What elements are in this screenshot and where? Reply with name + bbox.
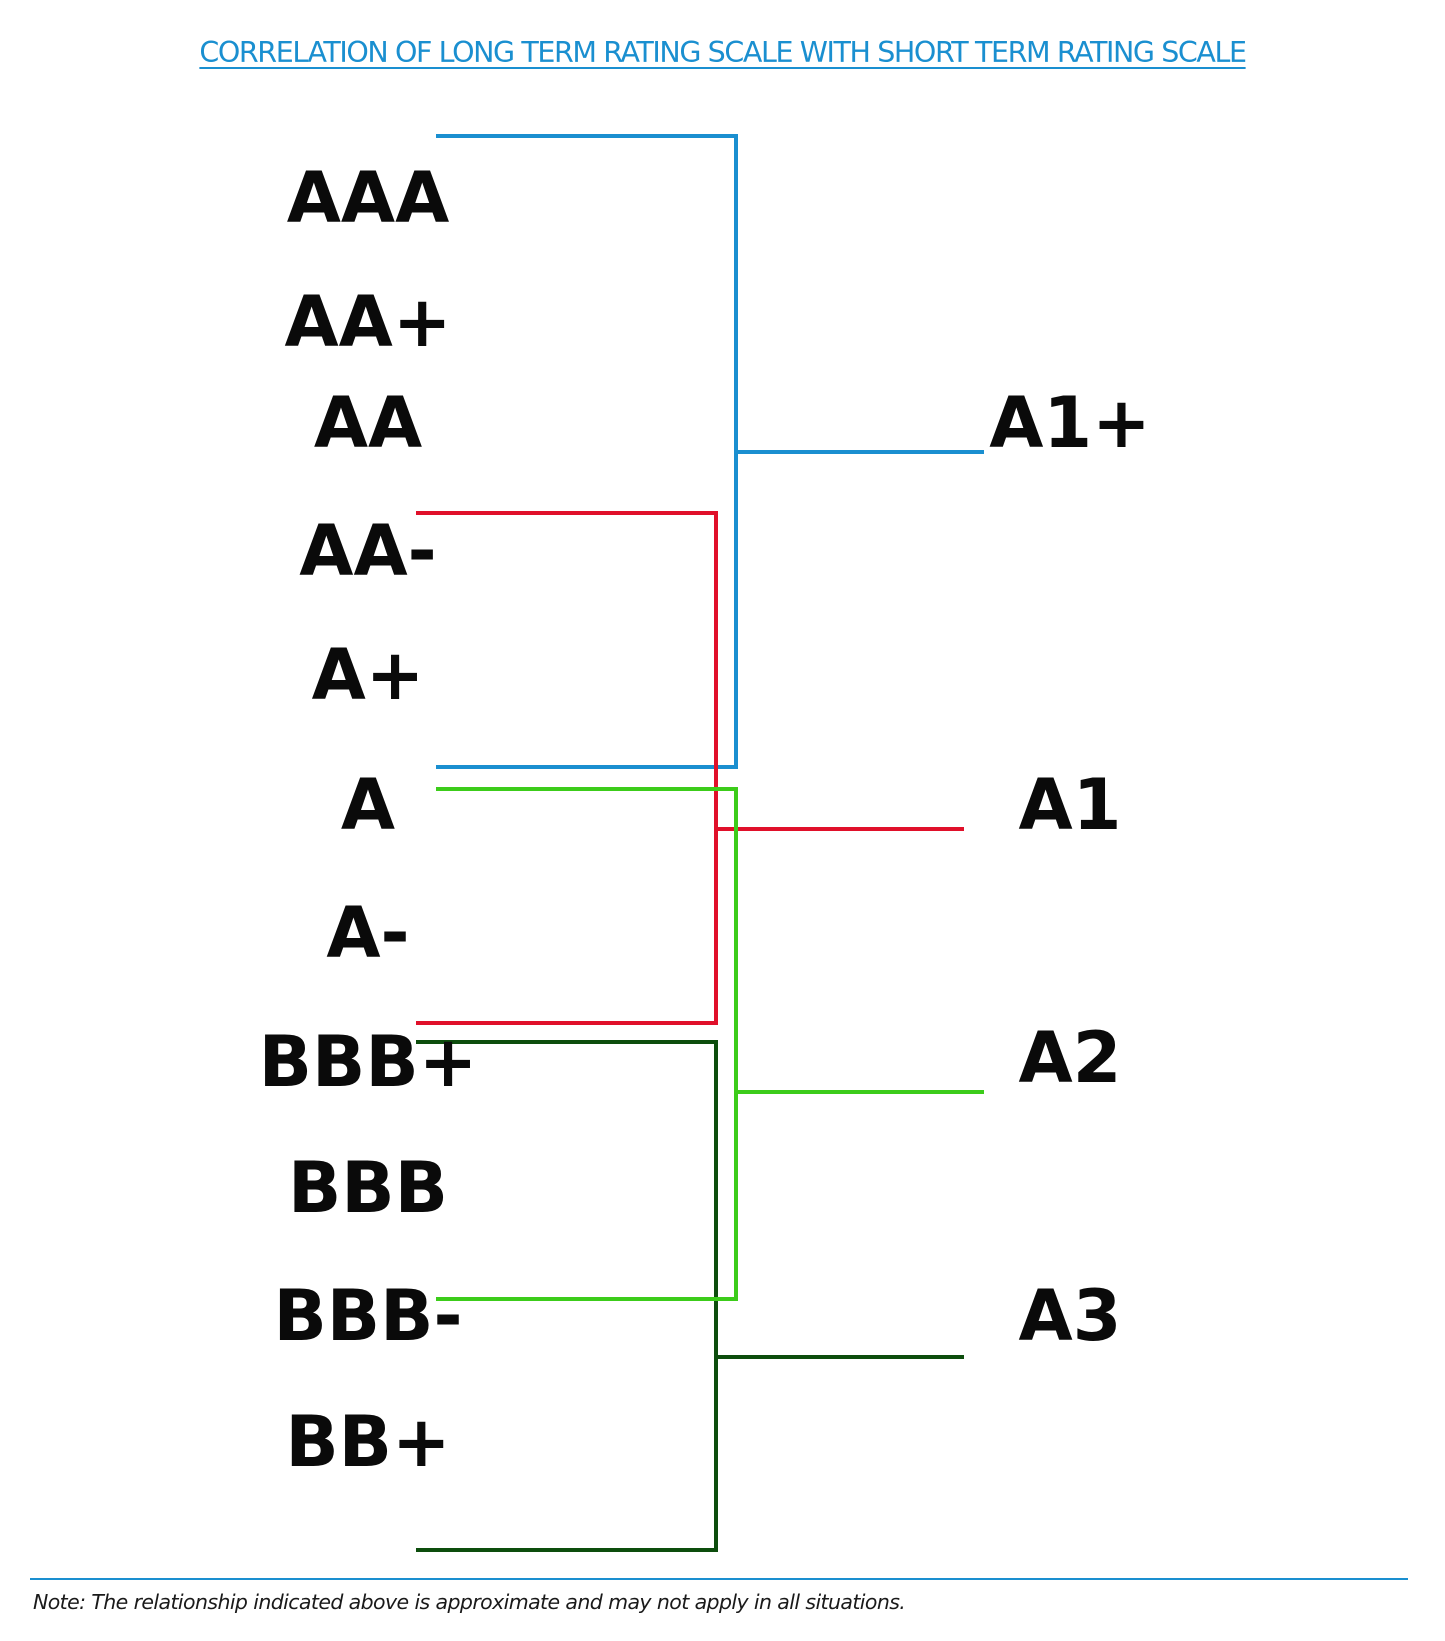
long-term-rating-a-minus: A- [326, 892, 410, 974]
short-term-rating-a2: A2 [1018, 1017, 1122, 1099]
long-term-rating-bb-plus: BB+ [285, 1401, 451, 1483]
long-term-rating-a-plus: A+ [311, 634, 425, 716]
footer-divider [30, 1578, 1408, 1580]
bracket-a1 [416, 511, 718, 1025]
bracket-a2 [436, 787, 738, 1301]
long-term-rating-aaa: AAA [286, 157, 450, 239]
long-term-rating-aa-plus: AA+ [284, 281, 452, 363]
long-term-rating-aa: AA [313, 382, 423, 464]
long-term-rating-a: A [340, 764, 396, 846]
short-term-rating-a1-plus: A1+ [989, 382, 1151, 464]
long-term-rating-bbb-plus: BBB+ [258, 1021, 478, 1103]
bracket-a3 [416, 1040, 718, 1552]
page-title: CORRELATION OF LONG TERM RATING SCALE WI… [199, 36, 1247, 69]
footer-note: Note: The relationship indicated above i… [33, 1590, 906, 1614]
long-term-rating-aa-minus: AA- [299, 510, 437, 592]
short-term-rating-a3: A3 [1018, 1275, 1122, 1357]
short-term-rating-a1: A1 [1018, 764, 1122, 846]
long-term-rating-bbb-minus: BBB- [273, 1275, 463, 1357]
long-term-rating-bbb: BBB [287, 1147, 449, 1229]
